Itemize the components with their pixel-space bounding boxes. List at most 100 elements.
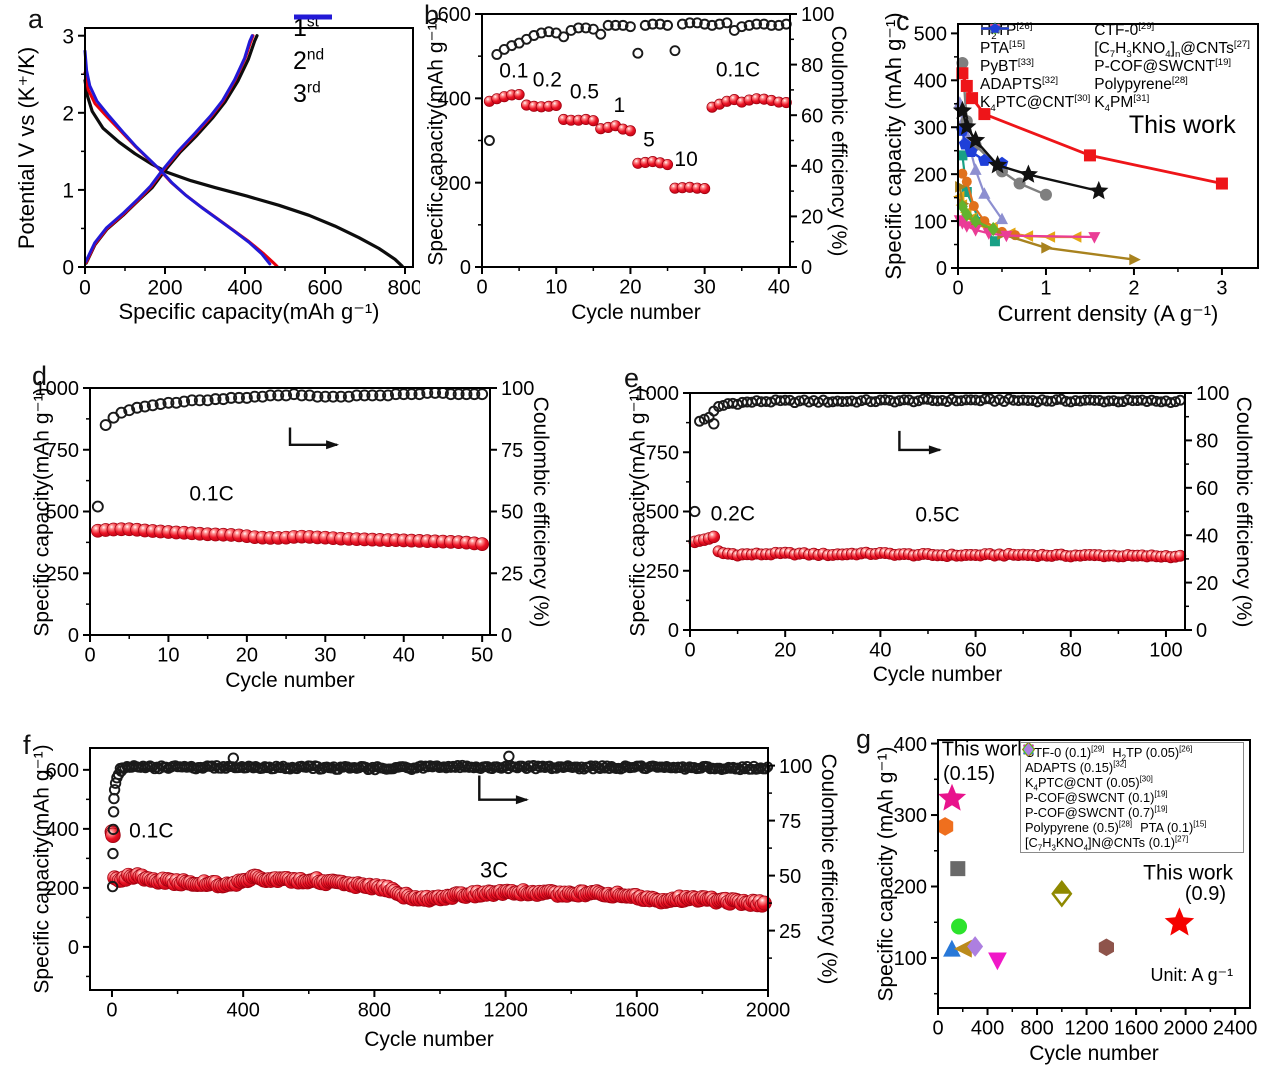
svg-text:100: 100 xyxy=(501,378,534,400)
ce-marker xyxy=(714,18,725,30)
ce-marker xyxy=(366,389,379,402)
svg-text:75: 75 xyxy=(779,811,801,833)
ce-marker xyxy=(743,19,755,31)
series-Polypyrene xyxy=(952,100,1109,200)
legend-item: 2nd xyxy=(293,14,332,78)
axis-arrowhead xyxy=(326,440,340,450)
circle-marker xyxy=(957,168,968,179)
svg-text:100: 100 xyxy=(1149,640,1182,662)
x-axis-label: Cycle number xyxy=(872,663,1003,686)
righttri-marker xyxy=(1041,242,1053,254)
legend-label: 3rd xyxy=(293,79,321,108)
diamond-marker xyxy=(956,199,968,214)
ce-marker xyxy=(706,19,718,31)
ce-marker xyxy=(123,404,136,417)
diamond-marker xyxy=(987,221,999,237)
svg-text:40: 40 xyxy=(869,640,891,662)
svg-text:250: 250 xyxy=(646,561,679,583)
panel-a: a 0 200 400 600 800 0 1 2 3 Specific capacity(mA… xyxy=(0,0,420,345)
svg-text:50: 50 xyxy=(471,645,493,667)
ce-marker xyxy=(162,396,175,409)
svg-text:750: 750 xyxy=(46,440,79,462)
plot-data xyxy=(483,17,792,195)
series-K4PTC-CNT xyxy=(988,952,1007,971)
series-coulombic-efficiency xyxy=(106,750,774,893)
svg-text:40: 40 xyxy=(1196,525,1218,547)
ce-marker xyxy=(580,22,592,34)
svg-text:40: 40 xyxy=(393,645,415,667)
square-marker xyxy=(957,150,968,161)
ball-marker xyxy=(513,88,525,101)
legend-label: ADAPTS (0.15)[32] xyxy=(1025,759,1127,775)
series-H2TP xyxy=(950,861,966,877)
ball-marker xyxy=(475,537,490,551)
svg-text:60: 60 xyxy=(801,105,823,127)
star-marker xyxy=(1089,180,1109,200)
svg-text:1600: 1600 xyxy=(615,1000,660,1022)
ce-marker xyxy=(327,390,340,403)
legend-item: 3rd xyxy=(293,14,332,111)
svg-text:100: 100 xyxy=(914,211,947,233)
svg-text:1000: 1000 xyxy=(35,378,80,400)
svg-text:400: 400 xyxy=(46,819,79,841)
ce-marker xyxy=(201,394,214,407)
ce-marker xyxy=(350,389,363,402)
ce-marker xyxy=(382,389,394,402)
downtri-marker xyxy=(960,221,973,233)
svg-text:800: 800 xyxy=(387,276,420,299)
plot-data xyxy=(90,386,490,551)
legend-label: CTF-0[29] xyxy=(1094,20,1155,39)
righttri-marker xyxy=(1129,253,1141,266)
annotation-text: 5 xyxy=(643,128,655,151)
ce-marker xyxy=(717,399,729,411)
ce-marker xyxy=(1165,397,1177,409)
annotation-text: This work xyxy=(1129,111,1236,139)
annotation-text: Unit: A g⁻¹ xyxy=(1151,965,1234,985)
svg-text:0: 0 xyxy=(932,1018,943,1040)
svg-text:200: 200 xyxy=(438,173,471,195)
svg-text:1: 1 xyxy=(1040,278,1051,300)
x-axis-label: Cycle number xyxy=(1029,1042,1159,1065)
axes: 0 200 400 600 800 0 1 2 3 xyxy=(62,25,420,299)
ce-marker xyxy=(789,397,801,409)
series-cycle2-discharge xyxy=(83,71,279,268)
svg-text:500: 500 xyxy=(46,502,79,524)
legend-label: K4PM[31] xyxy=(1094,92,1150,115)
svg-text:400: 400 xyxy=(438,89,471,111)
legend-item: ADAPTS (0.15)[32] xyxy=(1023,743,1127,775)
ce-marker xyxy=(483,135,495,146)
ce-marker xyxy=(595,28,607,40)
series-P-COF-SWCNT-0.7 xyxy=(1098,938,1114,957)
legend-label: CTF-0 (0.1)[29] xyxy=(1025,744,1105,760)
star-marker xyxy=(988,155,1008,174)
svg-text:10: 10 xyxy=(157,645,179,667)
ce-marker xyxy=(713,401,725,412)
ce-marker xyxy=(389,388,402,401)
ce-marker xyxy=(979,393,991,405)
legend: CTF-0 (0.1)[29] H2TP (0.05)[26] ADAPTS (0.… xyxy=(1020,742,1244,853)
annotation-text: 0.1C xyxy=(129,820,173,843)
hexagon-marker xyxy=(937,817,954,836)
svg-text:30: 30 xyxy=(694,277,716,299)
annotation-text: (0.15) xyxy=(943,763,995,785)
svg-text:100: 100 xyxy=(1196,383,1229,405)
ce-marker xyxy=(908,396,920,408)
ce-marker xyxy=(691,17,703,29)
ce-marker xyxy=(186,394,198,407)
svg-text:100: 100 xyxy=(894,948,927,970)
ce-marker xyxy=(662,19,673,31)
ce-marker xyxy=(632,47,644,59)
svg-text:2000: 2000 xyxy=(1163,1018,1208,1040)
ce-marker xyxy=(476,388,489,401)
legend-item: CTF-0[29] xyxy=(981,20,1250,40)
axes: 0 400 800 1200 1600 2000 2400 100 200 300 400 xyxy=(894,734,1258,1040)
legend-item: PyBT[33] xyxy=(980,22,1090,76)
legend-item: Polypyrene[28] xyxy=(981,22,1250,94)
svg-text:20: 20 xyxy=(774,640,796,662)
legend-item: H2TP (0.05)[26] xyxy=(1023,744,1192,762)
svg-text:0: 0 xyxy=(476,277,487,299)
svg-text:1600: 1600 xyxy=(1114,1018,1159,1040)
svg-text:3: 3 xyxy=(62,25,74,48)
legend-swatch xyxy=(981,23,1009,33)
hexagon-marker xyxy=(1098,938,1114,957)
